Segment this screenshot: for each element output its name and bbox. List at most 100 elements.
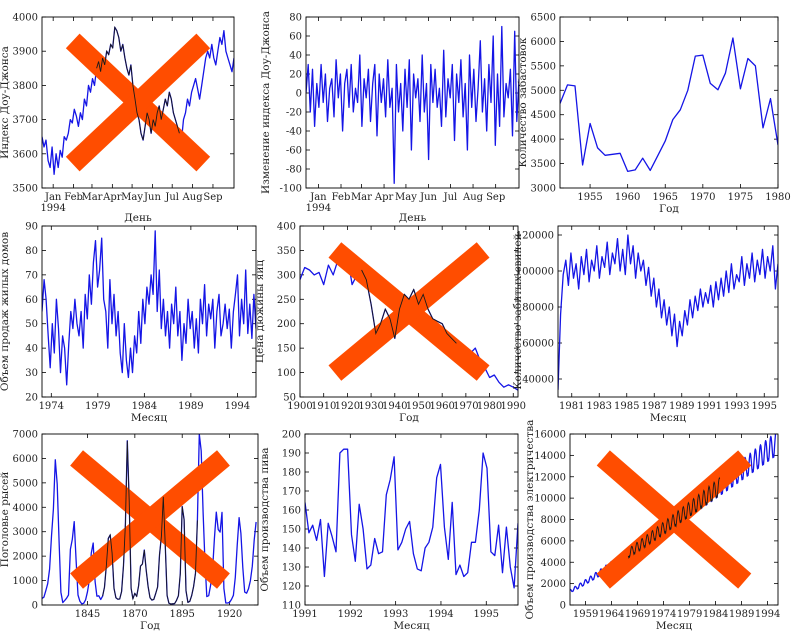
y-axis-label: Объем производства пива	[259, 447, 271, 591]
y-tick-label: 10000	[534, 494, 566, 505]
plot-frame	[41, 225, 257, 398]
cross-stroke	[70, 450, 230, 589]
x-tick-label: 1974	[651, 609, 676, 620]
x-axis-label: Год	[659, 203, 679, 215]
x-sub-label: 1994	[306, 203, 331, 214]
y-tick-label: 7000	[13, 430, 38, 441]
series-group	[560, 37, 778, 173]
y-tick-label: 3600	[13, 149, 38, 160]
x-tick-label: Jul	[443, 192, 458, 203]
x-axis-label: Год	[140, 620, 160, 632]
cross-stroke	[328, 242, 490, 381]
x-tick-label: 1994	[428, 609, 453, 620]
cross-stroke	[65, 33, 211, 172]
y-tick-label: 0	[32, 601, 38, 612]
plot-frame	[305, 16, 520, 189]
series-overlay	[361, 269, 457, 344]
y-axis-label: Количество забитых свиней	[512, 233, 524, 389]
subplot-7: 0 1000 2000 3000 4000 5000 6000 7000 1845 1870 189…	[0, 430, 259, 632]
x-tick-label: 1985	[614, 401, 639, 412]
x-axis-label: Месяц	[393, 620, 429, 632]
y-tick-label: -100	[280, 184, 302, 195]
x-tick-label: 1965	[653, 192, 678, 203]
y-tick-label: -60	[286, 146, 302, 157]
x-tick-label: 1993	[383, 609, 408, 620]
series-line	[306, 25, 519, 184]
x-tick-label: 1960	[429, 401, 454, 412]
x-tick-label: 1981	[559, 401, 584, 412]
plot-frame	[41, 433, 259, 606]
x-tick-label: Mar	[351, 192, 372, 203]
x-tick-label: Aug	[182, 192, 204, 203]
series-line	[305, 448, 518, 589]
y-tick-label: 80000	[522, 303, 554, 314]
y-tick-label: -40	[286, 127, 302, 138]
x-tick-label: Apr	[374, 192, 394, 203]
x-tick-label: 1870	[122, 609, 147, 620]
x-tick-label: Feb	[332, 192, 351, 203]
subplot-2: -100 -80 -60 -40 -20 0 20 40 60 80 Jan Feb Mar Apr May…	[260, 11, 520, 224]
y-axis-label: Индекс Доу-Джонса	[0, 46, 11, 159]
y-tick-label: 0	[296, 89, 302, 100]
y-tick-label: 60000	[522, 339, 554, 350]
y-tick-label: 6000	[531, 37, 556, 48]
y-tick-label: 20	[289, 70, 302, 81]
y-tick-label: 3000	[531, 184, 556, 195]
y-axis-label: Количество забастовок	[517, 37, 529, 167]
x-tick-label: 1993	[724, 401, 749, 412]
series-line-overlay	[627, 476, 721, 559]
y-tick-label: 200	[277, 319, 296, 330]
x-tick-label: 1992	[338, 609, 363, 620]
y-tick-label: 8000	[541, 515, 566, 526]
x-tick-label: 1990	[501, 401, 526, 412]
cross-mark	[328, 242, 490, 381]
y-tick-label: 190	[282, 449, 301, 460]
x-tick-label: 1980	[765, 192, 790, 203]
series-group	[306, 25, 519, 184]
x-tick-label: Jun	[419, 192, 437, 203]
x-tick-label: 1987	[642, 401, 667, 412]
subplot-3: 3000 3500 4000 4500 5000 5500 6000 6500 1955 1960…	[517, 13, 791, 216]
y-tick-label: 250	[277, 295, 296, 306]
y-tick-label: 80	[25, 246, 38, 257]
x-tick-label: 1960	[615, 192, 640, 203]
x-tick-label: 1989	[729, 609, 754, 620]
series-line-overlay	[361, 269, 457, 344]
series-line-overlay	[102, 440, 198, 605]
y-tick-label: 3900	[13, 47, 38, 58]
x-tick-label: Sep	[203, 192, 222, 203]
x-tick-label: 1959	[573, 609, 598, 620]
y-tick-label: 100	[277, 368, 296, 379]
y-tick-label: 5500	[531, 61, 556, 72]
y-tick-label: -20	[286, 108, 302, 119]
subplot-9: 0 2000 4000 6000 8000 10000 12000 14000 16000 195…	[524, 420, 780, 632]
y-tick-label: 200	[282, 430, 301, 441]
x-tick-label: 1920	[217, 609, 242, 620]
x-tick-label: 1994	[225, 401, 250, 412]
y-tick-label: 40	[289, 51, 302, 62]
x-tick-label: 1995	[474, 609, 499, 620]
x-tick-label: 1974	[39, 401, 64, 412]
x-tick-label: 1955	[577, 192, 602, 203]
y-tick-label: 150	[277, 344, 296, 355]
x-tick-label: 1979	[85, 401, 110, 412]
x-tick-label: 1969	[625, 609, 650, 620]
y-tick-label: 100000	[516, 267, 554, 278]
y-tick-label: 0	[560, 601, 566, 612]
y-tick-label: 150	[282, 525, 301, 536]
x-tick-label: 1930	[358, 401, 383, 412]
y-axis-label: Поголовье рысей	[0, 472, 11, 568]
y-tick-label: -80	[286, 165, 302, 176]
x-tick-label: Mar	[81, 192, 102, 203]
cross-mark	[65, 33, 211, 172]
y-tick-label: 160	[282, 506, 301, 517]
y-tick-label: 2000	[541, 579, 566, 590]
y-tick-label: 90	[25, 222, 38, 233]
x-tick-label: 1984	[703, 609, 728, 620]
x-tick-label: Jan	[309, 192, 327, 203]
y-tick-label: 3800	[13, 81, 38, 92]
plot-frame	[557, 225, 779, 398]
x-tick-label: May	[395, 192, 417, 203]
y-tick-label: 5000	[531, 86, 556, 97]
